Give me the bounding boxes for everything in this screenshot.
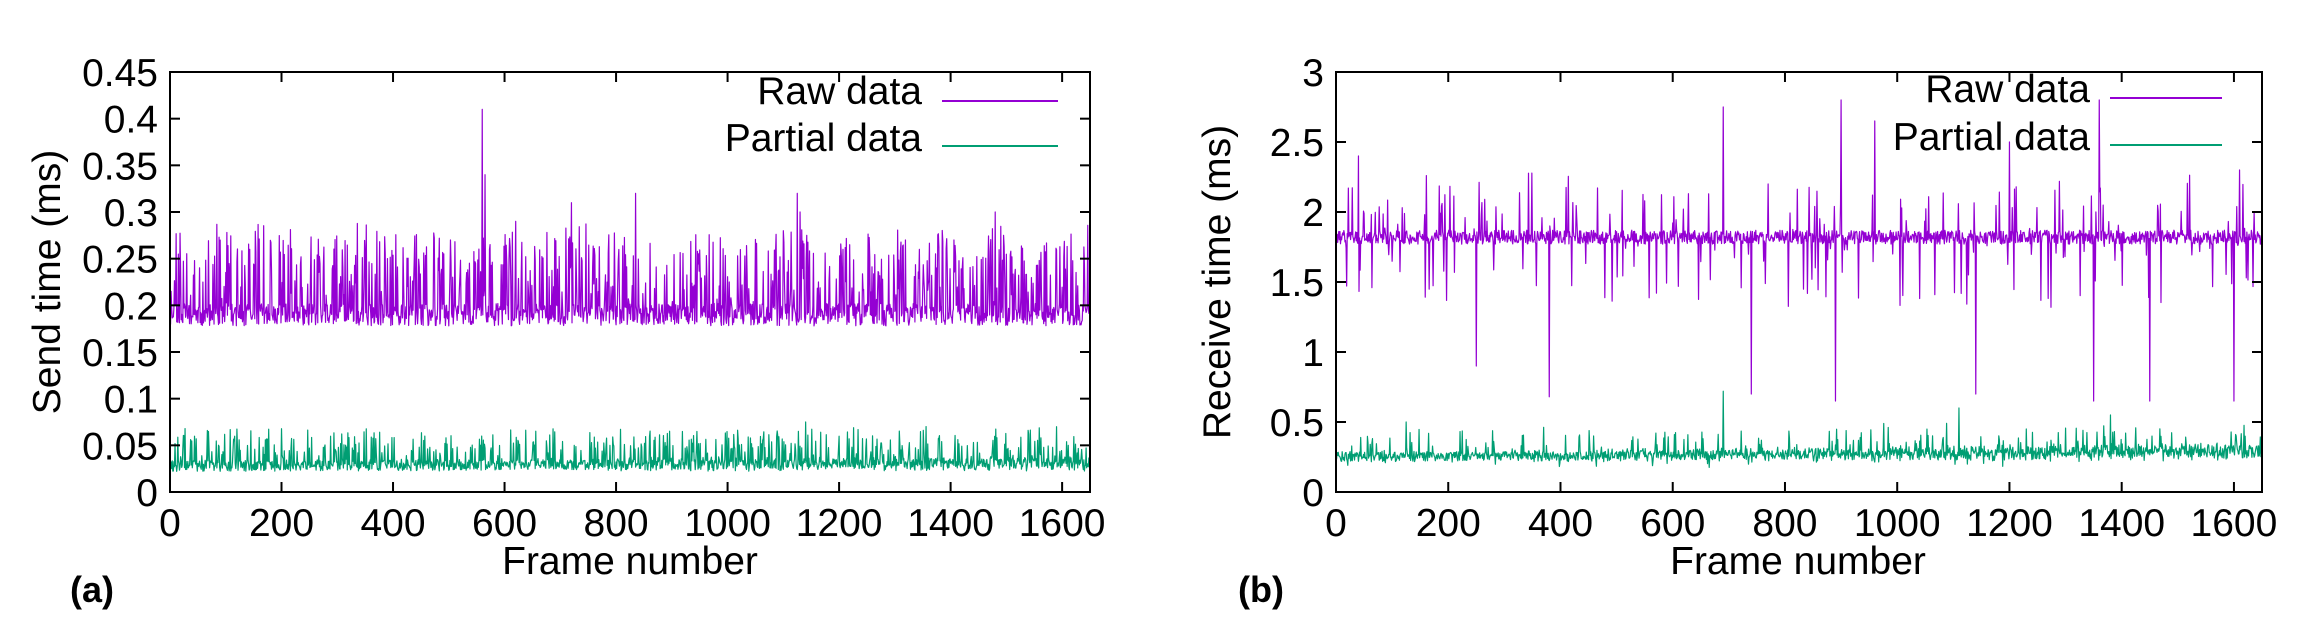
chart-receive-time: (b) Frame number Receive time (ms) 0 200 4…	[1196, 52, 2277, 610]
series-line-raw-data	[1335, 99, 2263, 402]
chart-send-time: (a) Frame number Send time (ms) 0 200 400 6…	[26, 52, 1106, 610]
x-tick-label: 600	[1640, 502, 1705, 545]
x-tick-label: 1000	[1854, 502, 1941, 545]
x-tick-label: 200	[249, 502, 314, 545]
x-tick-label: 1200	[1966, 502, 2053, 545]
x-axis-title: Frame number	[502, 540, 758, 583]
x-tick-label: 0	[1325, 502, 1347, 545]
legend: Raw data Partial data	[725, 70, 1058, 160]
x-tick-label: 1600	[1019, 502, 1106, 545]
series-line-partial-data	[169, 421, 1091, 472]
legend-label-raw: Raw data	[1925, 68, 2090, 111]
y-tick-label: 3	[1302, 52, 1324, 95]
x-tick-label: 200	[1416, 502, 1481, 545]
series-line-raw-data	[169, 108, 1091, 327]
x-tick-label: 800	[584, 502, 649, 545]
x-tick-label: 1600	[2191, 502, 2278, 545]
legend-label-partial: Partial data	[1893, 116, 2091, 159]
y-tick-label: 0	[136, 472, 158, 515]
panel-label-a: (a)	[70, 569, 114, 610]
x-tick-label: 1400	[2078, 502, 2165, 545]
legend: Raw data Partial data	[1893, 68, 2222, 159]
panel-label-b: (b)	[1238, 569, 1284, 610]
y-tick-label: 0.25	[82, 239, 158, 282]
y-tick-label: 2.5	[1270, 122, 1324, 165]
x-tick-label: 1400	[907, 502, 994, 545]
x-tick-label: 400	[1528, 502, 1593, 545]
y-axis-title: Send time (ms)	[26, 150, 69, 414]
x-tick-label: 1000	[684, 502, 771, 545]
y-tick-label: 0.3	[104, 192, 158, 235]
y-tick-label: 0.2	[104, 285, 158, 328]
x-axis-title: Frame number	[1670, 540, 1926, 583]
legend-label-partial: Partial data	[725, 117, 923, 160]
x-tick-label: 600	[472, 502, 537, 545]
y-tick-label: 0.4	[104, 99, 158, 142]
series-line-partial-data	[1335, 390, 2263, 469]
x-tick-label: 0	[159, 502, 181, 545]
y-tick-label: 2	[1302, 192, 1324, 235]
y-tick-label: 1	[1302, 332, 1324, 375]
y-tick-label: 0	[1302, 472, 1324, 515]
x-tick-label: 800	[1752, 502, 1817, 545]
y-tick-label: 0.15	[82, 332, 158, 375]
plot-frame	[169, 71, 1091, 493]
y-tick-label: 1.5	[1270, 262, 1324, 305]
y-tick-label: 0.35	[82, 145, 158, 188]
plot-frame	[1335, 71, 2263, 493]
legend-label-raw: Raw data	[757, 70, 922, 113]
y-tick-label: 0.1	[104, 379, 158, 422]
x-tick-label: 400	[360, 502, 425, 545]
y-axis-title: Receive time (ms)	[1196, 125, 1239, 439]
y-tick-label: 0.05	[82, 425, 158, 468]
x-tick-label: 1200	[796, 502, 883, 545]
y-tick-label: 0.5	[1270, 402, 1324, 445]
y-tick-label: 0.45	[82, 52, 158, 95]
